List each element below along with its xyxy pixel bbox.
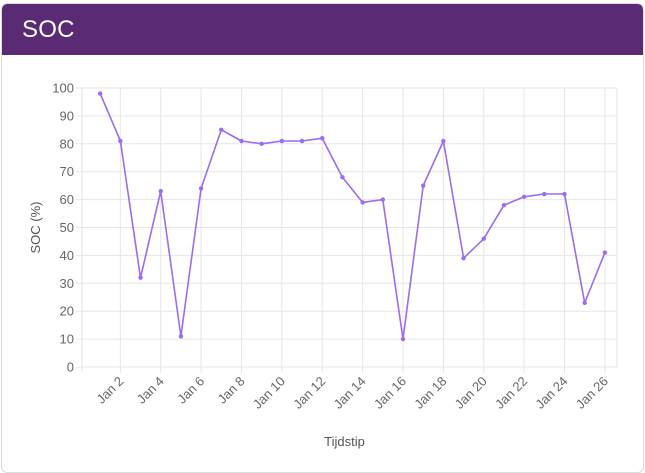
y-tick-label: 0 [67,360,74,375]
soc-data-point[interactable] [360,200,365,205]
x-tick-label: Jan 26 [573,374,611,412]
x-tick-label: Jan 4 [134,374,167,407]
y-tick-label: 50 [60,220,74,235]
x-tick-label: Jan 16 [371,374,409,412]
x-tick-label: Jan 12 [290,374,328,412]
y-tick-label: 100 [52,81,74,96]
soc-data-point[interactable] [582,300,587,306]
x-tick-label: Jan 14 [331,374,369,412]
soc-data-point[interactable] [178,334,184,339]
y-tick-label: 20 [60,304,74,319]
soc-data-point[interactable] [97,91,103,96]
soc-data-point[interactable] [461,255,466,261]
x-tick-label: Jan 10 [250,374,288,412]
soc-data-point[interactable] [299,138,305,144]
x-tick-label: Jan 24 [532,374,570,412]
soc-data-point[interactable] [158,189,163,194]
y-tick-label: 30 [60,276,74,291]
soc-data-point[interactable] [259,141,264,146]
x-tick-label: Jan 2 [93,374,126,407]
soc-data-point[interactable] [602,250,608,255]
soc-data-point[interactable] [380,197,386,202]
y-tick-label: 90 [60,108,74,123]
soc-data-point[interactable] [118,138,123,144]
soc-series-line [99,93,606,340]
card-title: SOC [22,15,75,43]
card-header: SOC [2,4,643,55]
y-tick-label: 10 [60,332,74,347]
x-tick-label: Jan 22 [492,374,530,412]
x-axis-title: Tijdstip [324,434,365,449]
soc-data-point[interactable] [542,191,547,197]
x-tick-label: Jan 20 [452,374,490,412]
x-tick-label: Jan 8 [215,374,248,407]
x-tick-label: Jan 18 [411,374,449,412]
soc-data-point[interactable] [138,275,143,280]
x-tick-label: Jan 6 [174,374,207,407]
soc-data-point[interactable] [420,183,426,188]
soc-data-point[interactable] [198,186,204,191]
y-axis-title: SOC (%) [28,202,43,254]
y-tick-label: 80 [60,136,74,151]
soc-data-point[interactable] [562,191,567,197]
y-tick-label: 40 [60,248,74,263]
soc-data-point[interactable] [501,202,507,208]
soc-data-point[interactable] [279,138,285,144]
soc-data-point[interactable] [340,175,345,180]
soc-data-point[interactable] [521,194,527,200]
soc-data-point[interactable] [481,236,486,241]
soc-data-point[interactable] [441,138,446,144]
soc-card: SOC [1,3,644,473]
soc-data-point[interactable] [219,127,224,133]
soc-data-point[interactable] [400,336,406,342]
y-tick-label: 70 [60,164,74,179]
y-tick-label: 60 [60,192,74,207]
soc-data-point[interactable] [239,138,244,144]
soc-data-point[interactable] [320,136,325,141]
